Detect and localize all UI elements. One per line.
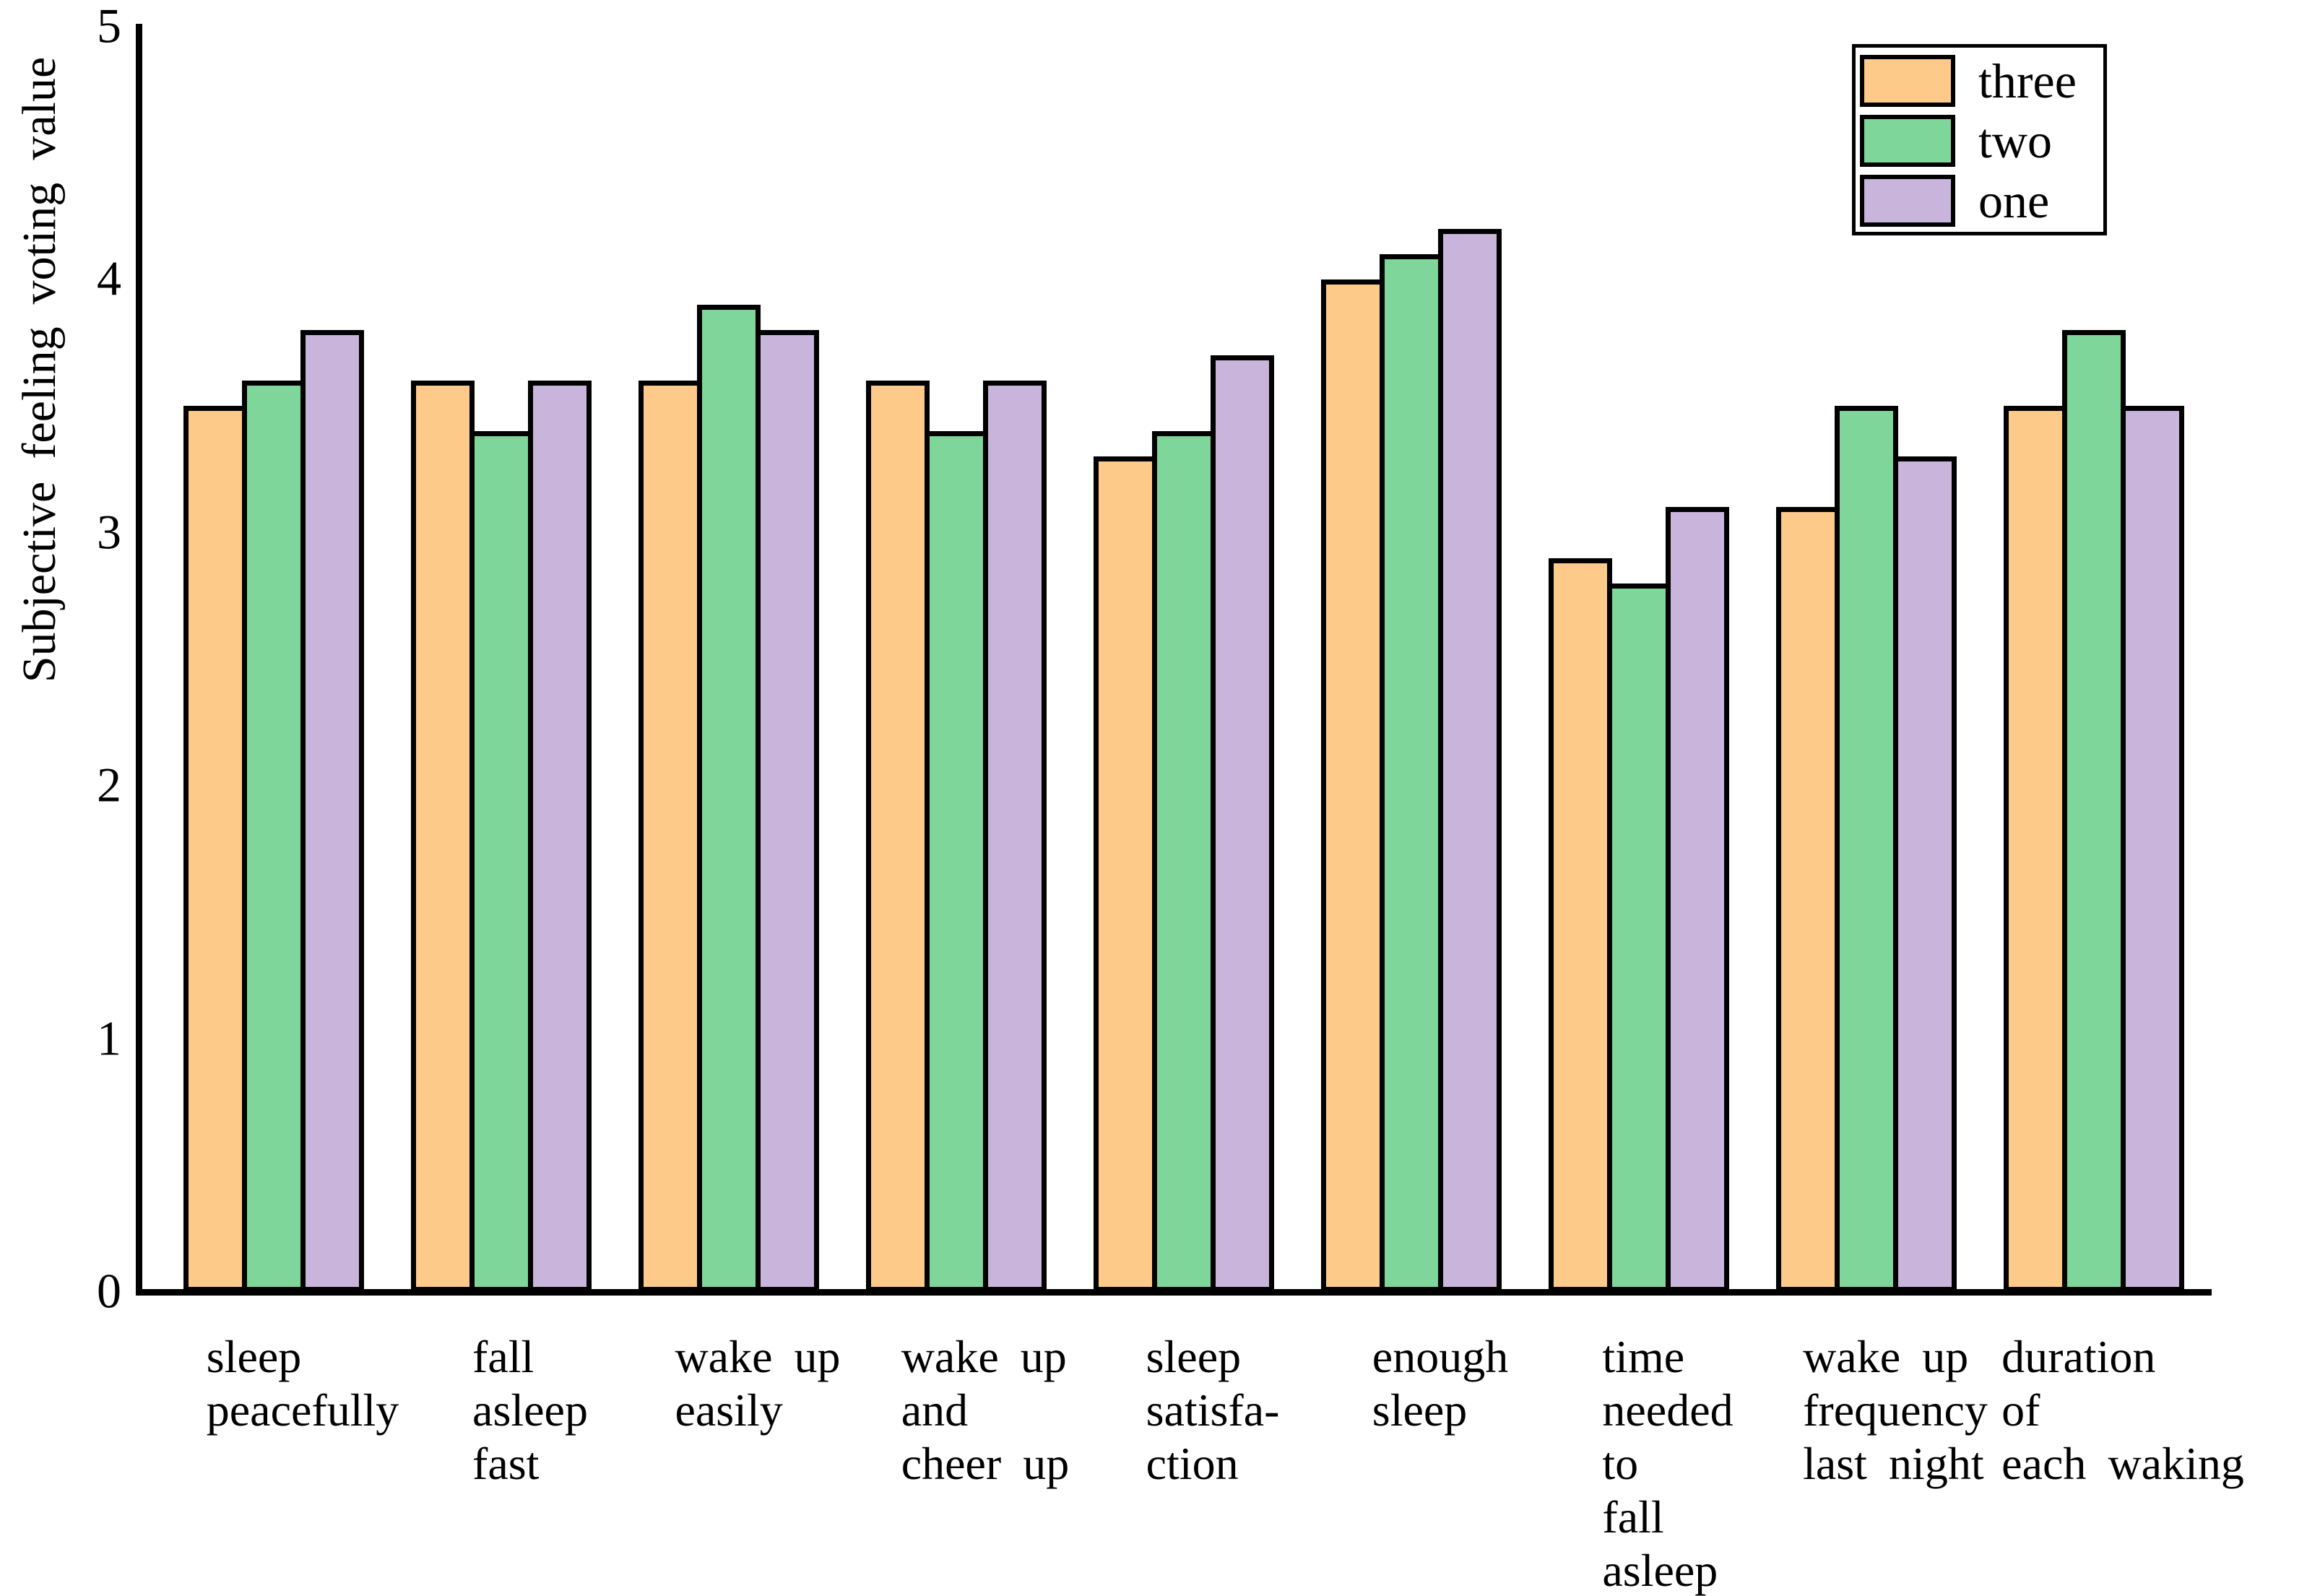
x-tick-label: fall asleep fast	[472, 1331, 588, 1489]
y-tick-label: 4	[97, 251, 121, 306]
legend-label: one	[1978, 173, 2050, 228]
bar-one-7	[1893, 456, 1957, 1292]
x-axis-line	[136, 1289, 2212, 1296]
bar-three-8	[2004, 406, 2067, 1292]
bar-two-2	[697, 305, 761, 1292]
y-axis-title: Subjective feeling voting value	[13, 56, 66, 683]
x-tick-label: wake up and cheer up	[901, 1331, 1070, 1489]
legend-swatch-two	[1860, 115, 1955, 167]
bar-one-0	[300, 330, 364, 1292]
bar-three-5	[1321, 279, 1385, 1292]
bar-one-2	[756, 330, 819, 1292]
x-tick-label: sleep peacefully	[206, 1331, 399, 1436]
bar-three-3	[866, 381, 930, 1292]
bar-three-7	[1776, 507, 1840, 1292]
y-tick-label: 1	[97, 1010, 121, 1066]
bar-two-1	[469, 431, 533, 1292]
bar-one-8	[2121, 406, 2184, 1292]
bar-two-0	[242, 381, 306, 1292]
bar-three-0	[183, 406, 247, 1292]
y-tick-label: 0	[97, 1263, 121, 1319]
bar-one-6	[1666, 507, 1729, 1292]
bar-two-7	[1835, 406, 1898, 1292]
legend-swatch-three	[1860, 55, 1955, 107]
bar-one-3	[983, 381, 1047, 1292]
bar-one-1	[528, 381, 592, 1292]
x-tick-label: enough sleep	[1372, 1331, 1509, 1436]
x-tick-label: duration of each waking	[2001, 1331, 2244, 1489]
legend-item-three: three	[1860, 55, 2103, 107]
bar-two-5	[1380, 254, 1443, 1292]
bar-three-1	[411, 381, 475, 1292]
bar-three-4	[1094, 456, 1157, 1292]
x-tick-label: time needed to fall asleep	[1602, 1331, 1734, 1596]
bar-two-3	[925, 431, 988, 1292]
bar-two-6	[1607, 584, 1671, 1292]
legend-item-one: one	[1860, 175, 2103, 227]
legend-label: two	[1978, 113, 2052, 168]
legend: three two one	[1852, 44, 2107, 235]
legend-swatch-one	[1860, 175, 1955, 227]
y-tick-label: 2	[97, 757, 121, 812]
x-tick-label: sleep satisfa- ction	[1146, 1331, 1280, 1489]
bar-two-8	[2062, 330, 2126, 1292]
y-tick-label: 5	[97, 0, 121, 53]
bar-two-4	[1152, 431, 1216, 1292]
y-axis-line	[136, 24, 142, 1296]
x-tick-label: wake up easily	[675, 1331, 841, 1436]
x-tick-label: wake up frequency last night	[1803, 1331, 1988, 1489]
legend-label: three	[1978, 53, 2077, 108]
y-tick-label: 3	[97, 504, 121, 560]
legend-item-two: two	[1860, 115, 2103, 167]
bar-three-6	[1549, 558, 1612, 1292]
bar-one-5	[1438, 229, 1502, 1292]
bar-one-4	[1211, 355, 1274, 1292]
bar-three-2	[639, 381, 702, 1292]
